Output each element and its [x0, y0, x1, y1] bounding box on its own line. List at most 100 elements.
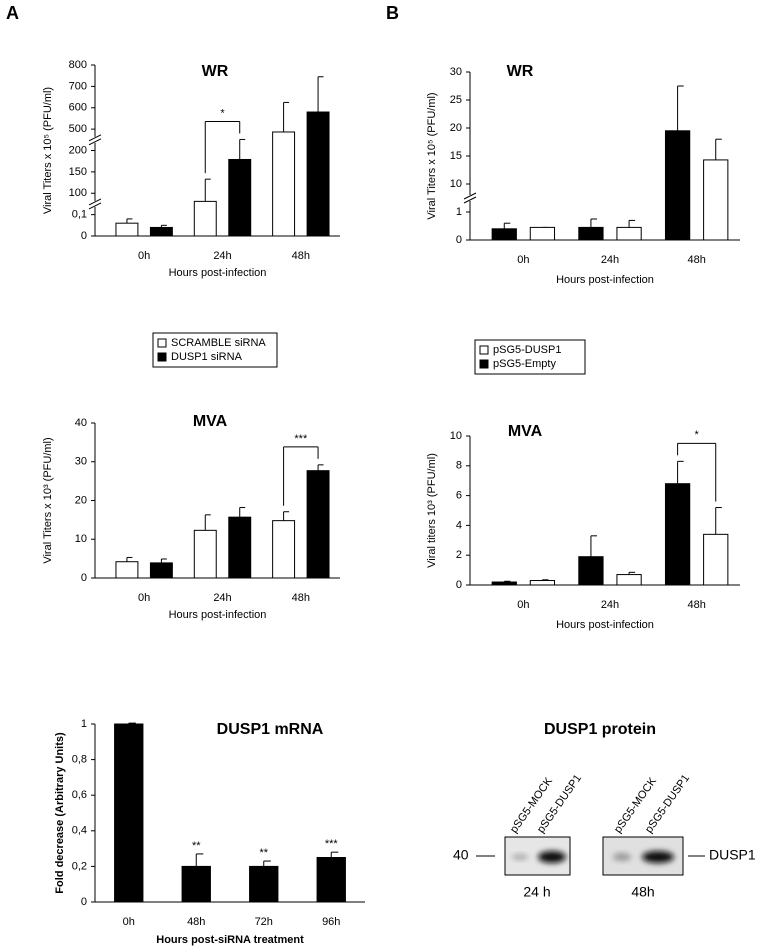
chart-title: WR — [202, 63, 229, 80]
bar — [149, 562, 173, 579]
y-tick-label: 800 — [69, 59, 87, 71]
time-label: 48h — [631, 884, 654, 900]
blot-band — [538, 851, 566, 863]
y-tick-label: 1 — [456, 206, 462, 218]
axis-break — [89, 200, 101, 207]
chart: 0 10 20 30 40 MVA Viral Titers x 10³ (PFU/ml) H… — [42, 413, 340, 621]
axis-break — [88, 138, 102, 146]
y-tick-label: 20 — [450, 122, 462, 134]
bar — [306, 470, 330, 579]
bar — [228, 516, 252, 579]
legend-swatch — [479, 359, 489, 369]
bar — [115, 561, 139, 579]
y-tick-label: 500 — [69, 123, 87, 135]
y-tick-label: 30 — [75, 456, 87, 468]
x-tick-label: 0h — [123, 916, 135, 928]
x-tick-label: 48h — [292, 250, 310, 262]
blot: DUSP1 protein pSG5-MOCK pSG5-DUSP1 pSG5-… — [453, 721, 756, 899]
bar — [193, 529, 217, 579]
bar — [228, 158, 252, 237]
bar — [272, 520, 296, 579]
chart-title: DUSP1 mRNA — [217, 721, 324, 738]
blot-title: DUSP1 protein — [544, 721, 656, 738]
y-tick-label: 0,8 — [72, 754, 87, 766]
chart: 0 0,1 100 150 200 500 600 700 800 WR Viral Titers … — [42, 59, 340, 368]
x-tick-label: 48h — [187, 916, 205, 928]
y-tick-label: 0,1 — [72, 209, 87, 221]
y-tick-label: 200 — [69, 144, 87, 156]
x-axis-label: Hours post-infection — [169, 267, 267, 279]
x-tick-label: 0h — [138, 250, 150, 262]
x-axis-label: Hours post-infection — [556, 619, 654, 631]
y-tick-label: 10 — [75, 533, 87, 545]
y-tick-label: 4 — [456, 519, 462, 531]
time-label: 24 h — [523, 884, 550, 900]
x-tick-label: 0h — [138, 592, 150, 604]
y-axis-label: Viral Titers x 10³ (PFU/ml) — [42, 437, 54, 563]
x-axis-label: Hours post-infection — [169, 609, 267, 621]
x-tick-label: 24h — [601, 254, 619, 266]
y-tick-label: 0,6 — [72, 789, 87, 801]
legend-label: pSG5-DUSP1 — [493, 344, 561, 356]
bar — [149, 226, 173, 237]
legend-label: SCRAMBLE siRNA — [171, 337, 266, 349]
legend-label: DUSP1 siRNA — [171, 351, 243, 363]
axis-break — [88, 198, 102, 206]
y-tick-label: 0 — [456, 579, 462, 591]
significance: ** — [192, 840, 201, 852]
band-label: DUSP1 — [709, 847, 756, 863]
axis-break — [88, 202, 102, 210]
y-tick-label: 20 — [75, 494, 87, 506]
x-tick-label: 24h — [213, 592, 231, 604]
y-tick-label: 0 — [456, 234, 462, 246]
legend-box — [152, 332, 278, 368]
chart-title: MVA — [508, 423, 543, 440]
axis-break — [89, 136, 101, 143]
chart-title: MVA — [193, 413, 228, 430]
chart: 0 2 4 6 8 10 MVA Viral titers 10³ (PFU/ml) Hours… — [426, 423, 740, 631]
x-tick-label: 48h — [687, 254, 705, 266]
significance: *** — [325, 838, 339, 850]
x-tick-label: 24h — [213, 250, 231, 262]
legend-swatch — [157, 338, 167, 348]
chart-title: WR — [507, 63, 534, 80]
x-tick-label: 0h — [517, 254, 529, 266]
panel-letter: A — [6, 3, 19, 23]
legend-swatch — [157, 352, 167, 362]
x-tick-label: 24h — [601, 599, 619, 611]
bar — [616, 226, 642, 241]
x-tick-label: 96h — [322, 916, 340, 928]
y-tick-label: 40 — [75, 417, 87, 429]
marker-label: 40 — [453, 847, 469, 863]
blot-band — [642, 851, 674, 863]
blot-band — [512, 854, 528, 860]
bar — [181, 865, 211, 903]
axis-break — [463, 196, 477, 204]
chart: 0 0,2 0,4 0,6 0,8 1 DUSP1 mRNA Fold decrease (A… — [54, 718, 365, 946]
bar — [578, 226, 604, 241]
y-tick-label: 0 — [81, 572, 87, 584]
axis-break — [464, 195, 476, 201]
blot-band — [613, 853, 631, 861]
legend-label: pSG5-Empty — [493, 358, 556, 370]
y-tick-label: 1 — [81, 718, 87, 730]
y-tick-label: 0 — [81, 230, 87, 242]
y-tick-label: 0,2 — [72, 860, 87, 872]
bar — [249, 865, 279, 903]
x-axis-label: Hours post-infection — [556, 274, 654, 286]
x-axis-label: Hours post-siRNA treatment — [156, 934, 304, 946]
y-tick-label: 6 — [456, 490, 462, 502]
y-tick-label: 10 — [450, 178, 462, 190]
bar — [193, 200, 217, 237]
x-tick-label: 48h — [687, 599, 705, 611]
y-tick-label: 150 — [69, 166, 87, 178]
y-tick-label: 0 — [81, 896, 87, 908]
y-tick-label: 0,4 — [72, 825, 87, 837]
y-tick-label: 100 — [69, 187, 87, 199]
chart: 0 1 10 15 20 25 30 WR Viral Titers x 10⁵ (PFU/ml… — [426, 63, 740, 375]
axis-break — [463, 192, 477, 200]
bar — [306, 111, 330, 237]
y-axis-label: Viral titers 10³ (PFU/ml) — [426, 453, 438, 568]
significance: ** — [259, 847, 268, 859]
